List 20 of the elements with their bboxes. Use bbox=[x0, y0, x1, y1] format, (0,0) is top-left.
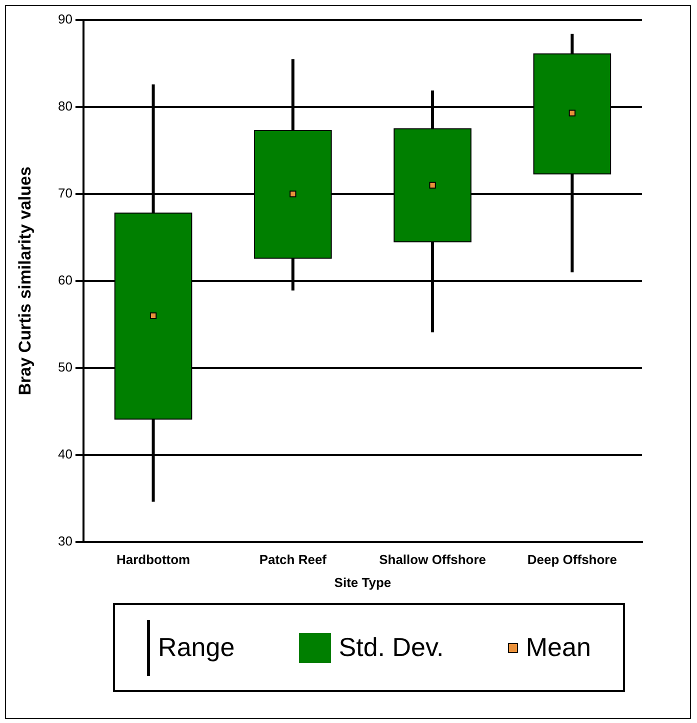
y-tick-label: 60 bbox=[58, 272, 72, 288]
y-tick-label: 70 bbox=[58, 186, 72, 201]
y-tick-label: 30 bbox=[58, 533, 72, 548]
y-tick-label: 90 bbox=[58, 12, 72, 27]
x-tick-label: Deep Offshore bbox=[527, 552, 617, 568]
text: Range bbox=[158, 632, 235, 663]
x-axis-title: Site Type bbox=[334, 574, 392, 590]
y-tick-label: 80 bbox=[58, 98, 72, 114]
y-tick-label: 50 bbox=[58, 359, 72, 374]
point bbox=[568, 110, 576, 116]
legend-label: Std. Dev. bbox=[338, 632, 444, 663]
legend-label: Mean bbox=[526, 632, 591, 663]
y-axis-title: Bray Curtis similarity values bbox=[16, 166, 35, 396]
x-tick-label: Shallow Offshore bbox=[379, 552, 486, 568]
x-tick-label: Patch Reef bbox=[259, 552, 328, 568]
point bbox=[290, 190, 296, 198]
point bbox=[150, 312, 157, 320]
y-tick-label: 40 bbox=[58, 446, 72, 462]
x-tick-label: Hardbottom bbox=[116, 552, 190, 568]
point bbox=[429, 182, 436, 189]
